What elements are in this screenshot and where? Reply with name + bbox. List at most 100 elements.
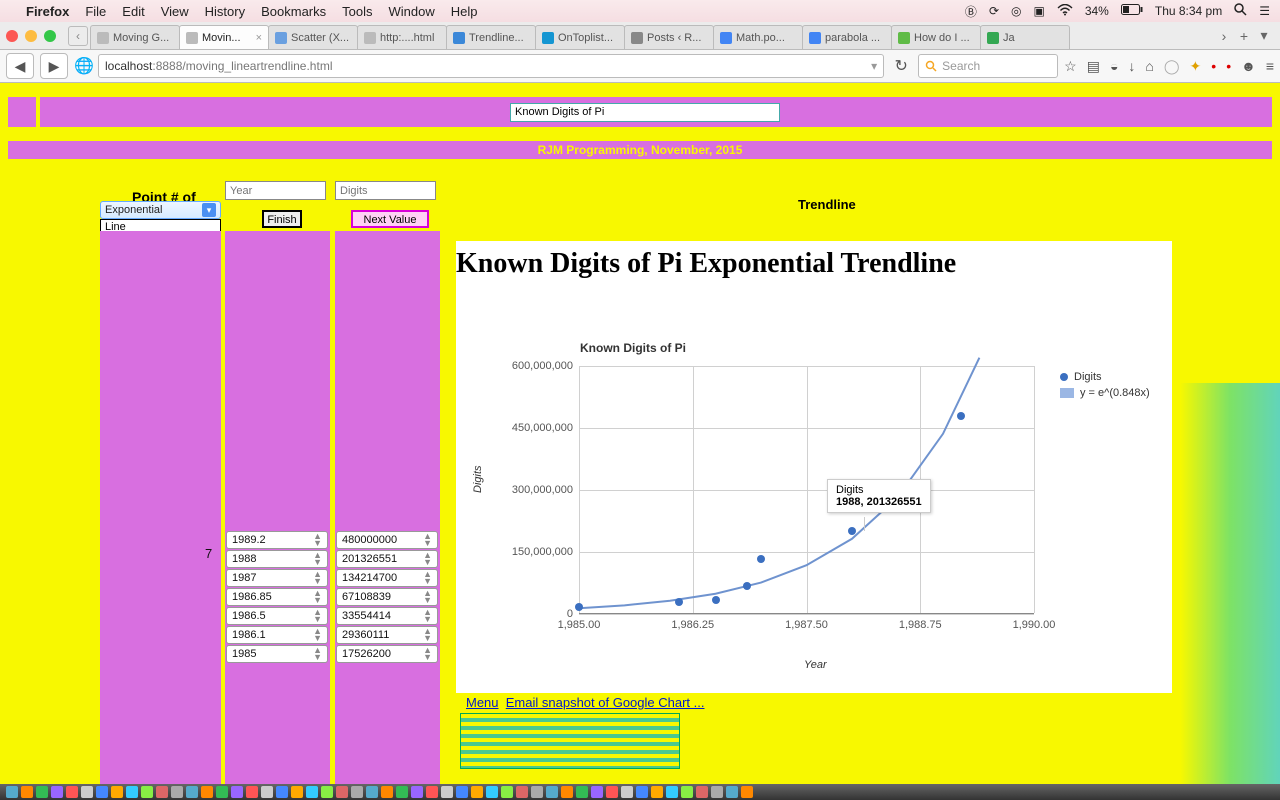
dock-app-icon[interactable]: [411, 786, 423, 798]
dock-app-icon[interactable]: [636, 786, 648, 798]
dock-app-icon[interactable]: [591, 786, 603, 798]
menubar-airplay-icon[interactable]: ▣: [1033, 4, 1044, 18]
year-spinner[interactable]: 1986.1▲▼: [226, 626, 328, 644]
browser-tab[interactable]: Scatter (X...: [268, 25, 358, 49]
browser-tab[interactable]: Moving G...: [90, 25, 180, 49]
window-controls[interactable]: [6, 30, 56, 42]
browser-tab[interactable]: How do I ...: [891, 25, 981, 49]
ext1-icon[interactable]: ✦: [1190, 58, 1202, 75]
chart-point[interactable]: [957, 412, 965, 420]
downloads-icon[interactable]: ↓: [1128, 58, 1135, 74]
minimize-window-button[interactable]: [25, 30, 37, 42]
tablist-back-button[interactable]: ‹: [68, 26, 88, 46]
dock-app-icon[interactable]: [276, 786, 288, 798]
dock-app-icon[interactable]: [696, 786, 708, 798]
digits-spinner[interactable]: 480000000▲▼: [336, 531, 438, 549]
forward-button[interactable]: ▶: [40, 53, 68, 79]
browser-tab[interactable]: Trendline...: [446, 25, 536, 49]
search-input[interactable]: Search: [918, 54, 1058, 78]
dock-app-icon[interactable]: [456, 786, 468, 798]
menu-history[interactable]: History: [205, 4, 245, 19]
dock-app-icon[interactable]: [156, 786, 168, 798]
chart-point[interactable]: [675, 598, 683, 606]
dock-app-icon[interactable]: [96, 786, 108, 798]
browser-tab[interactable]: Ja: [980, 25, 1070, 49]
email-snapshot-link[interactable]: Email snapshot of Google Chart ...: [506, 695, 705, 710]
trendline-type-select[interactable]: Exponential ▾: [100, 201, 221, 219]
year-input[interactable]: [225, 181, 326, 200]
dock-app-icon[interactable]: [111, 786, 123, 798]
dock-app-icon[interactable]: [531, 786, 543, 798]
zoom-window-button[interactable]: [44, 30, 56, 42]
dock-app-icon[interactable]: [561, 786, 573, 798]
dock-app-icon[interactable]: [366, 786, 378, 798]
home-icon[interactable]: ⌂: [1145, 58, 1153, 74]
dock-app-icon[interactable]: [21, 786, 33, 798]
dock-app-icon[interactable]: [231, 786, 243, 798]
dock-app-icon[interactable]: [621, 786, 633, 798]
sync-icon[interactable]: ◯: [1164, 58, 1180, 75]
year-spinner[interactable]: 1985▲▼: [226, 645, 328, 663]
year-spinner[interactable]: 1988▲▼: [226, 550, 328, 568]
dock-app-icon[interactable]: [471, 786, 483, 798]
dock-app-icon[interactable]: [201, 786, 213, 798]
bookmark-star-icon[interactable]: ☆: [1064, 58, 1077, 75]
back-button[interactable]: ◀: [6, 53, 34, 79]
dock-app-icon[interactable]: [186, 786, 198, 798]
reader-icon[interactable]: ▤: [1087, 58, 1100, 75]
dock-app-icon[interactable]: [441, 786, 453, 798]
menu-bookmarks[interactable]: Bookmarks: [261, 4, 326, 19]
menu-tools[interactable]: Tools: [342, 4, 372, 19]
dock-app-icon[interactable]: [396, 786, 408, 798]
dock-app-icon[interactable]: [336, 786, 348, 798]
menubar-battery-icon[interactable]: [1121, 4, 1143, 18]
dock-app-icon[interactable]: [486, 786, 498, 798]
menubar-target-icon[interactable]: ◎: [1011, 4, 1021, 18]
chart-point[interactable]: [848, 527, 856, 535]
dock-app-icon[interactable]: [576, 786, 588, 798]
menubar-hamburger-icon[interactable]: ☰: [1259, 4, 1270, 18]
dock-app-icon[interactable]: [6, 786, 18, 798]
browser-tab[interactable]: Movin...×: [179, 25, 269, 49]
dock-app-icon[interactable]: [216, 786, 228, 798]
year-spinner[interactable]: 1986.5▲▼: [226, 607, 328, 625]
dock-app-icon[interactable]: [741, 786, 753, 798]
ext2-icon[interactable]: •: [1211, 58, 1216, 74]
site-identity-icon[interactable]: 🌐: [74, 56, 92, 76]
mac-dock[interactable]: [0, 784, 1280, 800]
dock-app-icon[interactable]: [36, 786, 48, 798]
menubar-wifi-icon[interactable]: [1057, 4, 1073, 19]
dock-app-icon[interactable]: [381, 786, 393, 798]
year-spinner[interactable]: 1986.85▲▼: [226, 588, 328, 606]
year-spinner[interactable]: 1989.2▲▼: [226, 531, 328, 549]
dock-app-icon[interactable]: [141, 786, 153, 798]
dock-app-icon[interactable]: [291, 786, 303, 798]
dock-app-icon[interactable]: [501, 786, 513, 798]
menubar-clock[interactable]: Thu 8:34 pm: [1155, 4, 1222, 18]
url-input[interactable]: localhost:8888/moving_lineartrendline.ht…: [98, 54, 884, 78]
digits-spinner[interactable]: 201326551▲▼: [336, 550, 438, 568]
dock-app-icon[interactable]: [681, 786, 693, 798]
dock-app-icon[interactable]: [426, 786, 438, 798]
dock-app-icon[interactable]: [51, 786, 63, 798]
browser-tab[interactable]: parabola ...: [802, 25, 892, 49]
chart-point[interactable]: [712, 596, 720, 604]
browser-tab[interactable]: OnToplist...: [535, 25, 625, 49]
dock-app-icon[interactable]: [246, 786, 258, 798]
browser-tab[interactable]: Posts ‹ R...: [624, 25, 714, 49]
title-input[interactable]: [510, 103, 780, 122]
reload-button[interactable]: ↻: [890, 56, 912, 76]
dock-app-icon[interactable]: [171, 786, 183, 798]
dock-app-icon[interactable]: [306, 786, 318, 798]
menubar-sync-icon[interactable]: ⟳: [989, 4, 999, 18]
digits-spinner[interactable]: 33554414▲▼: [336, 607, 438, 625]
chart-point[interactable]: [575, 603, 583, 611]
dock-app-icon[interactable]: [261, 786, 273, 798]
browser-tab[interactable]: Math.po...: [713, 25, 803, 49]
ext3-icon[interactable]: •: [1226, 58, 1231, 74]
dock-app-icon[interactable]: [321, 786, 333, 798]
dock-app-icon[interactable]: [711, 786, 723, 798]
chart-plot-area[interactable]: 1,985.001,986.251,987.501,988.751,990.00…: [579, 366, 1034, 614]
new-tab-button[interactable]: +: [1234, 28, 1254, 44]
digits-spinner[interactable]: 67108839▲▼: [336, 588, 438, 606]
